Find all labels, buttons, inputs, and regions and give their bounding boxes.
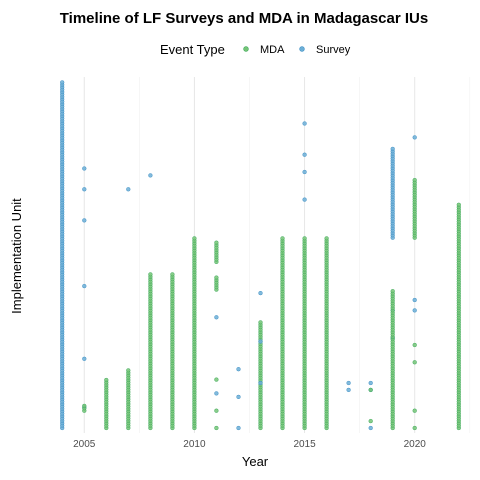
x-tick-label: 2020 [404, 439, 427, 450]
data-point-survey [148, 173, 153, 178]
y-axis-label: Implementation Unit [9, 198, 24, 314]
data-point-survey [302, 152, 307, 157]
data-point-survey [302, 197, 307, 202]
data-point-mda [302, 236, 307, 241]
data-point-mda [214, 275, 219, 280]
data-points [60, 80, 461, 431]
data-point-survey [82, 283, 87, 289]
data-point-mda [214, 425, 219, 431]
x-tick-label: 2015 [293, 439, 316, 450]
legend: Event Type MDA Survey [160, 42, 351, 57]
legend-item-mda: MDA [243, 44, 285, 56]
data-point-survey [82, 166, 87, 171]
data-point-mda [104, 377, 109, 383]
data-point-survey [236, 425, 241, 431]
data-point-mda [192, 236, 197, 241]
data-point-survey [412, 297, 417, 303]
data-point-survey [346, 387, 351, 393]
data-point-mda [412, 360, 417, 365]
data-point-survey [368, 380, 373, 386]
data-point-mda [126, 368, 131, 373]
x-axis-label: Year [242, 454, 269, 469]
data-point-survey [82, 356, 87, 361]
data-point-survey [302, 169, 307, 175]
data-point-mda [214, 377, 219, 382]
plot-area [60, 77, 471, 433]
data-point-mda [368, 418, 373, 424]
data-point-survey [236, 394, 241, 400]
legend-swatch-mda [243, 46, 249, 52]
legend-title: Event Type [160, 42, 225, 57]
data-point-survey [346, 380, 351, 386]
data-point-survey [390, 146, 395, 152]
x-axis-ticks: 2005 2010 2015 2020 [73, 439, 426, 450]
data-point-survey [60, 80, 65, 85]
data-point-mda [214, 408, 219, 413]
data-point-survey [302, 121, 307, 126]
data-point-mda [214, 240, 219, 245]
legend-swatch-survey [299, 46, 305, 52]
data-point-mda [148, 272, 153, 277]
data-point-survey [412, 135, 417, 140]
data-point-mda [412, 425, 417, 431]
data-point-mda [280, 236, 285, 241]
data-point-survey [412, 308, 417, 313]
data-point-mda [324, 236, 329, 241]
data-point-mda [170, 272, 175, 277]
data-point-survey [82, 218, 87, 223]
data-point-survey [368, 425, 373, 431]
legend-item-survey: Survey [299, 44, 351, 56]
data-point-survey [258, 290, 263, 296]
legend-label-survey: Survey [316, 44, 351, 56]
data-point-survey [258, 380, 263, 386]
data-point-mda [412, 408, 417, 413]
data-point-survey [236, 367, 241, 372]
data-point-mda [456, 202, 461, 207]
data-point-mda [82, 403, 87, 409]
legend-label-mda: MDA [260, 44, 285, 56]
data-point-survey [126, 187, 131, 192]
data-point-survey [82, 187, 87, 192]
x-tick-label: 2005 [73, 439, 96, 450]
data-point-mda [412, 177, 417, 183]
data-point-survey [214, 315, 219, 320]
data-point-survey [214, 391, 219, 396]
gridlines [83, 77, 471, 433]
data-point-survey [258, 339, 263, 344]
data-point-mda [412, 342, 417, 348]
data-point-mda [390, 289, 395, 294]
chart-title: Timeline of LF Surveys and MDA in Madaga… [60, 10, 428, 27]
data-point-mda [368, 387, 373, 393]
x-tick-label: 2010 [183, 439, 206, 450]
data-point-mda [258, 320, 263, 325]
